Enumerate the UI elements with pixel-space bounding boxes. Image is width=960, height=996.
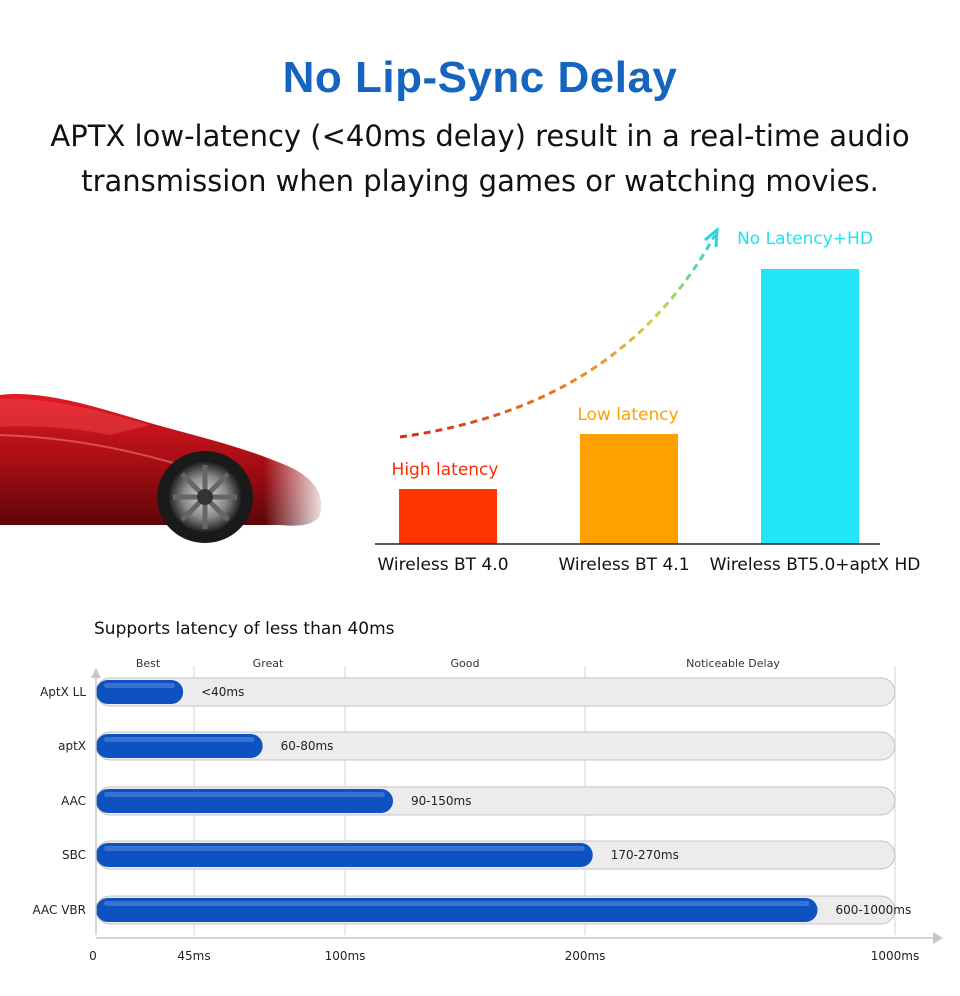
x-tick-label-4: 200ms bbox=[565, 949, 606, 963]
category-label-2: Wireless BT 4.1 bbox=[558, 555, 689, 575]
y-axis-arrow bbox=[91, 668, 101, 678]
x-tick-label-3: 100ms bbox=[325, 949, 366, 963]
zone-label-3: Good bbox=[451, 657, 480, 670]
category-label-2: aptX bbox=[58, 739, 86, 753]
value-label-3: 90-150ms bbox=[411, 794, 471, 808]
category-label-3: AAC bbox=[61, 794, 86, 808]
category-label-1: AptX LL bbox=[40, 685, 86, 699]
sports-car-image bbox=[0, 375, 330, 555]
bar-annotation-2: Low latency bbox=[577, 405, 678, 425]
bar-1 bbox=[399, 489, 497, 544]
page-title: No Lip-Sync Delay bbox=[282, 53, 678, 102]
latency-bar-highlight-3 bbox=[104, 792, 385, 797]
latency-bar-highlight-5 bbox=[104, 901, 810, 906]
bar-2 bbox=[580, 434, 678, 544]
category-label-3: Wireless BT5.0+aptX HD bbox=[710, 555, 921, 575]
category-label-4: SBC bbox=[62, 848, 86, 862]
latency-tier-chart: High latency Wireless BT 4.0 Low latency Wi… bbox=[375, 226, 921, 575]
value-label-1: <40ms bbox=[201, 685, 244, 699]
chart-title: Supports latency of less than 40ms bbox=[94, 619, 395, 639]
bar-annotation-3: No Latency+HD bbox=[737, 229, 873, 249]
trend-arrow-head bbox=[704, 226, 719, 248]
category-label-5: AAC VBR bbox=[32, 903, 86, 917]
x-tick-label-2: 45ms bbox=[177, 949, 210, 963]
zone-label-2: Great bbox=[253, 657, 284, 670]
trend-arrow bbox=[399, 234, 717, 439]
zone-label-4: Noticeable Delay bbox=[686, 657, 780, 670]
x-axis-arrow bbox=[933, 932, 943, 944]
value-label-4: 170-270ms bbox=[611, 848, 679, 862]
latency-bar-highlight-1 bbox=[104, 683, 176, 688]
latency-bar-highlight-4 bbox=[104, 846, 585, 851]
latency-bar-highlight-2 bbox=[104, 737, 255, 742]
x-tick-label-5: 1000ms bbox=[871, 949, 919, 963]
bar-3 bbox=[761, 269, 859, 544]
page-subtitle: APTX low-latency (<40ms delay) result in… bbox=[50, 119, 910, 198]
value-label-5: 600-1000ms bbox=[836, 903, 912, 917]
zone-label-1: Best bbox=[136, 657, 161, 670]
bar-annotation-1: High latency bbox=[392, 460, 499, 480]
category-label-1: Wireless BT 4.0 bbox=[377, 555, 508, 575]
x-tick-label-1: 0 bbox=[89, 949, 97, 963]
value-label-2: 60-80ms bbox=[281, 739, 334, 753]
